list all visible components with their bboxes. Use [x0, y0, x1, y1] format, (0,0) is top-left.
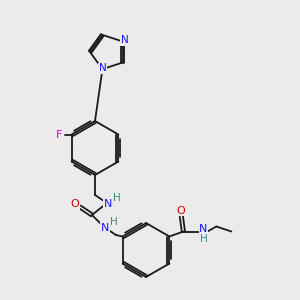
- Text: H: H: [200, 233, 207, 244]
- Text: N: N: [199, 224, 208, 235]
- Text: N: N: [101, 223, 109, 233]
- Text: N: N: [99, 63, 106, 73]
- Text: N: N: [104, 199, 112, 209]
- Text: H: H: [110, 217, 118, 227]
- Text: O: O: [176, 206, 185, 215]
- Text: N: N: [121, 35, 128, 45]
- Text: F: F: [56, 130, 62, 140]
- Text: O: O: [70, 199, 80, 209]
- Text: H: H: [113, 193, 121, 203]
